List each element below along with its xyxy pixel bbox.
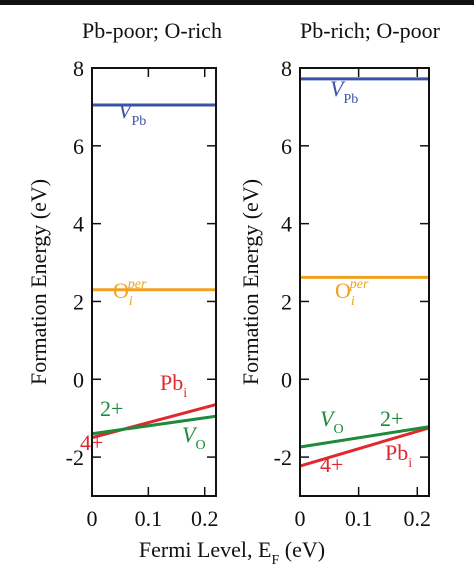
y-tick-label: 8 [281,56,292,81]
series-label: VO [182,422,206,453]
charge-label: 2+ [100,396,123,421]
label-sup: per [349,277,369,292]
x-tick-label: 0.2 [404,506,432,531]
top-band [0,0,474,5]
label-tail: (eV) [279,537,325,562]
series-label: VPb [330,76,358,107]
series-line [299,426,430,468]
y-tick-label: 4 [73,212,84,237]
x-tick-label: 0.1 [345,506,373,531]
x-tick-label: 0.2 [191,506,219,531]
y-tick-label: 6 [73,134,84,159]
label-sub: Pb [131,114,146,129]
series-label: Pbi [160,370,187,401]
label-main: Pb [160,370,183,395]
label-main: V [320,406,336,431]
y-tick-label: 0 [73,367,84,392]
label-main: V [118,98,134,123]
y-tick-label: -2 [274,445,292,470]
panel-title: Pb-poor; O-rich [82,18,222,43]
x-tick-label: 0 [295,506,306,531]
series-label: Oi per [113,277,147,309]
series-line [299,425,430,449]
series-line [91,414,217,436]
charge-label: 4+ [320,452,343,477]
label-sub: O [333,422,343,437]
label-sub: i [129,294,133,309]
label-main: Pb [385,440,408,465]
y-axis-label: Formation Energy (eV) [26,179,51,385]
label-sub: O [195,438,205,453]
series-label: Oi per [335,277,369,309]
x-tick-label: 0 [87,506,98,531]
panel-title: Pb-rich; O-poor [300,18,441,43]
y-axis-label: Formation Energy (eV) [238,179,263,385]
label-sub: i [183,386,187,401]
x-axis-label: Fermi Level, EF (eV) [139,537,325,567]
y-tick-label: 2 [281,289,292,314]
label-sup: per [127,277,147,292]
series-label: VO [320,406,344,437]
label-sub: Pb [343,92,358,107]
x-tick-label: 0.1 [135,506,163,531]
label-main: O [335,278,351,303]
y-tick-label: 6 [281,134,292,159]
label-sub: i [351,294,355,309]
plot-frame [91,67,217,497]
label-main: O [113,278,129,303]
y-tick-label: 2 [73,289,84,314]
y-tick-label: 8 [73,56,84,81]
charge-label: 2+ [380,406,403,431]
plot-frame [299,67,430,497]
y-tick-label: -2 [66,445,84,470]
series-label: Pbi [385,440,412,471]
label-main: V [330,76,346,101]
label-sub: i [408,456,412,471]
y-tick-label: 4 [281,212,292,237]
label-sub: F [271,553,279,567]
label-main: V [182,422,198,447]
series-label: VPb [118,98,146,129]
y-tick-label: 0 [281,367,292,392]
label-main: Fermi Level, E [139,537,272,562]
